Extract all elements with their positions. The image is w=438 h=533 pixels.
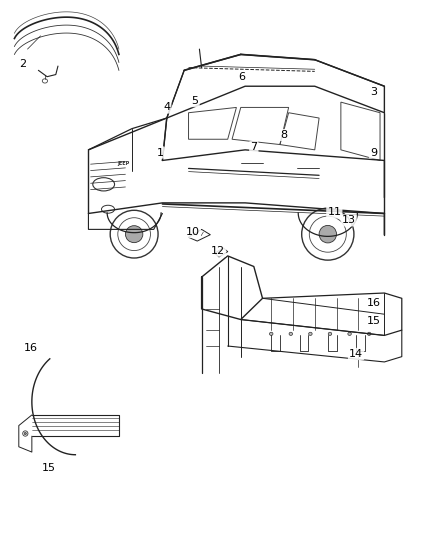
Text: JEEP: JEEP xyxy=(117,160,129,166)
Ellipse shape xyxy=(24,432,26,434)
Ellipse shape xyxy=(125,225,143,243)
Text: 4: 4 xyxy=(163,102,170,112)
Text: 11: 11 xyxy=(327,207,341,217)
Text: 7: 7 xyxy=(250,142,258,152)
Ellipse shape xyxy=(319,225,336,243)
Text: 9: 9 xyxy=(370,148,377,158)
Text: 8: 8 xyxy=(280,130,287,140)
Ellipse shape xyxy=(309,332,312,335)
Text: 5: 5 xyxy=(191,96,198,106)
Text: 15: 15 xyxy=(42,463,55,473)
Text: 16: 16 xyxy=(24,343,38,353)
Text: 14: 14 xyxy=(349,349,363,359)
Text: 2: 2 xyxy=(20,59,27,69)
Text: 13: 13 xyxy=(342,215,356,225)
Ellipse shape xyxy=(328,332,332,335)
Text: 6: 6 xyxy=(238,71,245,82)
Text: 10: 10 xyxy=(186,227,200,237)
Text: 3: 3 xyxy=(370,86,377,96)
Ellipse shape xyxy=(269,332,273,335)
Ellipse shape xyxy=(348,332,351,335)
Ellipse shape xyxy=(367,332,371,335)
Text: 1: 1 xyxy=(157,148,164,158)
Ellipse shape xyxy=(289,332,293,335)
Text: 12: 12 xyxy=(211,246,225,256)
Text: 16: 16 xyxy=(367,297,381,308)
Text: 15: 15 xyxy=(367,316,381,326)
